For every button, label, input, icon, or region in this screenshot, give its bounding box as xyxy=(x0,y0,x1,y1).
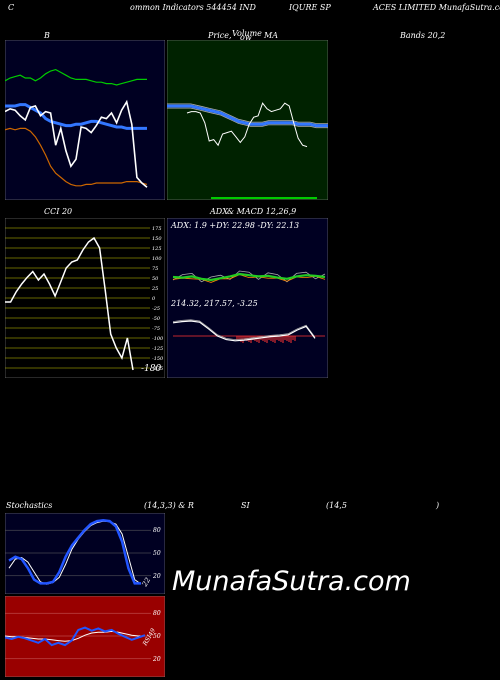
pv-ma-line-upper xyxy=(167,103,328,124)
header-c: C xyxy=(8,3,15,12)
adx-title: ADX xyxy=(210,207,228,216)
watermark: MunafaSutra.com xyxy=(172,566,411,597)
macd-signal-line xyxy=(172,319,316,341)
bands-title: Bands 20,2 xyxy=(400,31,446,40)
bb-middle-line xyxy=(5,103,147,130)
rsi-line xyxy=(5,626,146,647)
cci-tick-label: -25 xyxy=(152,306,160,312)
stoch-params: (14,3,3) & R xyxy=(144,501,194,510)
cci-tick-label: -125 xyxy=(152,346,163,352)
rsi-title: SI xyxy=(241,501,250,510)
adx-values: ADX: 1.9 +DY: 22.98 -DY: 22.13 xyxy=(170,221,299,230)
bb-title: B xyxy=(44,31,50,40)
pv-price-line xyxy=(186,102,308,148)
bollinger-panel xyxy=(5,40,165,200)
stoch-tick-label: 80 xyxy=(153,527,161,534)
pv-ma-line xyxy=(167,104,328,128)
macd-line xyxy=(172,320,316,342)
macd-values: 214.32, 217.57, -3.25 xyxy=(170,299,258,308)
cci-tick-label: 50 xyxy=(152,276,159,282)
bb-lower-line xyxy=(5,127,148,187)
pv-ma-line-lower xyxy=(167,107,328,129)
stoch-k-line xyxy=(8,519,141,585)
header-left: ommon Indicators 544454 IND xyxy=(130,3,256,12)
cci-value: -180 xyxy=(141,364,161,374)
cci-tick-label: 150 xyxy=(152,236,162,242)
rsi-tick-label: 50 xyxy=(153,633,161,640)
cci-tick-label: 175 xyxy=(152,226,162,232)
cci-panel: 175 150 125 100 75 50 25 0 -25 -50 -75 -100 -125 -150… xyxy=(5,218,165,378)
volume-title-overlap: ow xyxy=(240,33,252,42)
stoch-title: Stochastics xyxy=(6,501,53,510)
price-panel xyxy=(167,40,328,200)
rsi-params: (14,5 xyxy=(326,501,347,510)
adx-plus-line xyxy=(172,272,326,282)
adx-macd-panel: ADX: 1.9 +DY: 22.98 -DY: 22.13 214.32, 2… xyxy=(167,218,328,378)
cci-tick-label: -150 xyxy=(152,356,164,362)
cci-tick-label: 25 xyxy=(151,286,158,292)
rsi-close: ) xyxy=(436,501,440,510)
cci-tick-label: 125 xyxy=(152,246,162,252)
rsi-tick-label: 80 xyxy=(153,610,161,617)
cci-line xyxy=(5,236,134,371)
cci-tick-label: -75 xyxy=(152,326,160,332)
cci-tick-label: 100 xyxy=(152,256,162,262)
price-title: Price, xyxy=(208,31,232,40)
header-mid: IQURE SP xyxy=(289,3,331,12)
bb-price-line xyxy=(5,99,148,188)
macd-title: & MACD 12,26,9 xyxy=(227,207,297,216)
adx-line xyxy=(172,274,326,283)
volume-title: Volume xyxy=(232,29,262,38)
stoch-tick-label: 50 xyxy=(153,550,161,557)
cci-title: CCI 20 xyxy=(44,207,73,216)
cci-tick-label: -175 xyxy=(152,366,163,372)
cci-tick-label: 0 xyxy=(152,296,156,302)
stoch-d-line xyxy=(8,520,142,585)
header-right: ACES LIMITED MunafaSutra.com xyxy=(373,3,500,12)
rsi-ma-line xyxy=(5,630,145,642)
rsi-tick-label: 20 xyxy=(152,656,161,663)
bb-upper-line xyxy=(5,68,147,86)
cci-tick-label: -50 xyxy=(152,316,161,322)
stoch-tick-label: 20 xyxy=(152,573,161,580)
cci-tick-label: 75 xyxy=(152,266,158,272)
cci-tick-label: -100 xyxy=(152,336,164,342)
ma-title: MA xyxy=(264,31,278,40)
